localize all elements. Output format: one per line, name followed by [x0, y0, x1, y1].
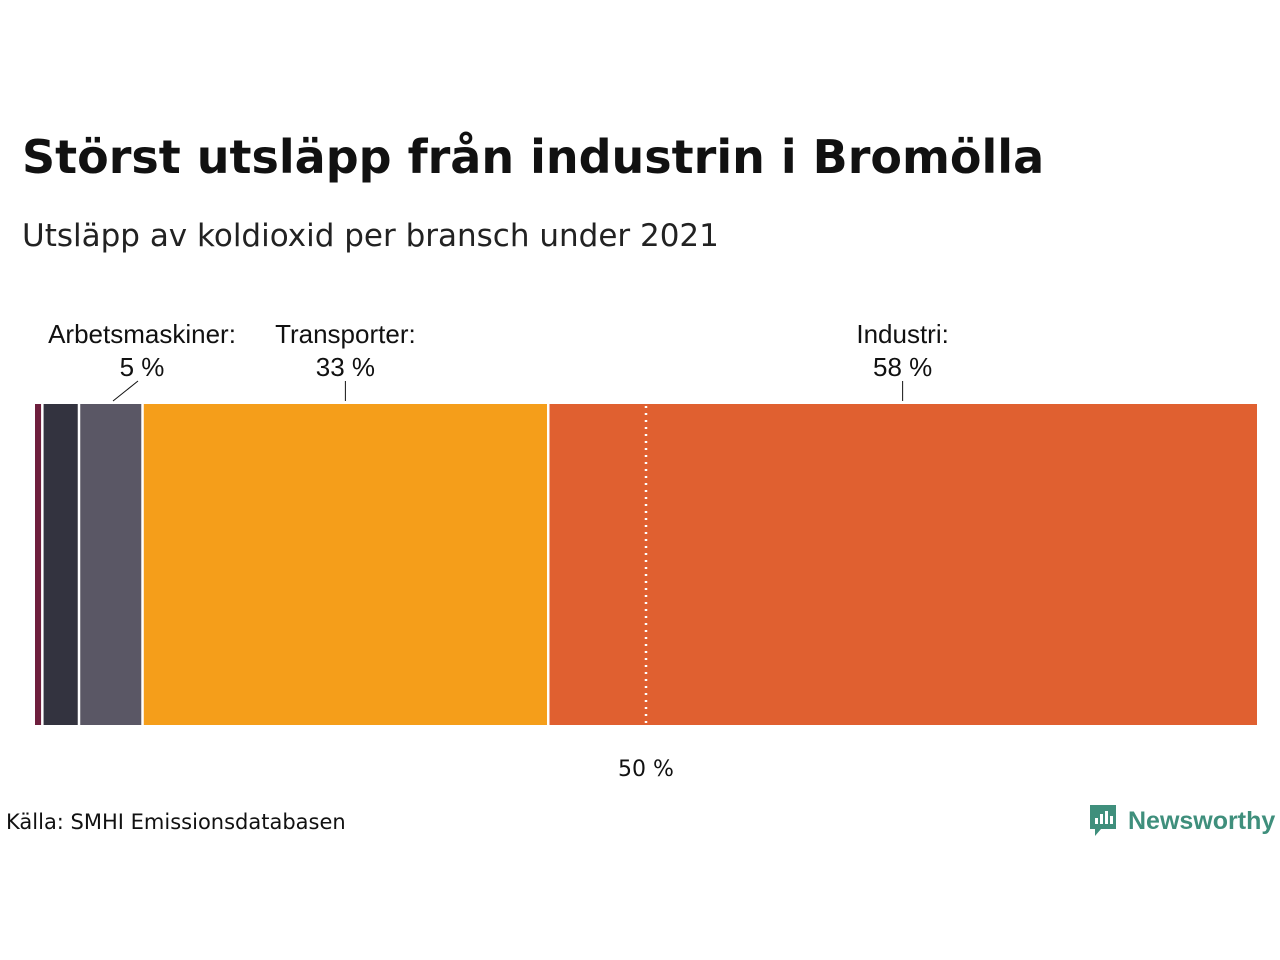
newsworthy-logo-icon	[1090, 805, 1116, 836]
segment-value-label-industri: 58 %	[873, 352, 932, 382]
label-leader-arbetsmaskiner	[112, 380, 139, 402]
chart-title: Störst utsläpp från industrin i Bromölla	[22, 130, 1045, 184]
bar-segment-arbetsmaskiner-2	[78, 404, 143, 725]
bar-segment-industri-4	[548, 404, 1257, 725]
brand-logo: Newsworthy	[1088, 803, 1275, 839]
bar-segment-transporter-3	[142, 404, 549, 725]
segment-value-label-transporter: 33 %	[316, 352, 375, 382]
bar-segment-övrigt-0	[35, 404, 43, 725]
segment-label-arbetsmaskiner: Arbetsmaskiner:	[48, 319, 236, 349]
source-note: Källa: SMHI Emissionsdatabasen	[6, 810, 346, 834]
segment-label-industri: Industri:	[856, 319, 949, 349]
brand-name: Newsworthy	[1128, 806, 1276, 835]
bar-segment-övrigt-1	[42, 404, 79, 725]
segment-label-transporter: Transporter:	[275, 319, 416, 349]
segment-value-label-arbetsmaskiner: 5 %	[120, 352, 165, 382]
chart-subtitle: Utsläpp av koldioxid per bransch under 2…	[22, 218, 719, 254]
reference-line-label: 50 %	[618, 757, 674, 782]
